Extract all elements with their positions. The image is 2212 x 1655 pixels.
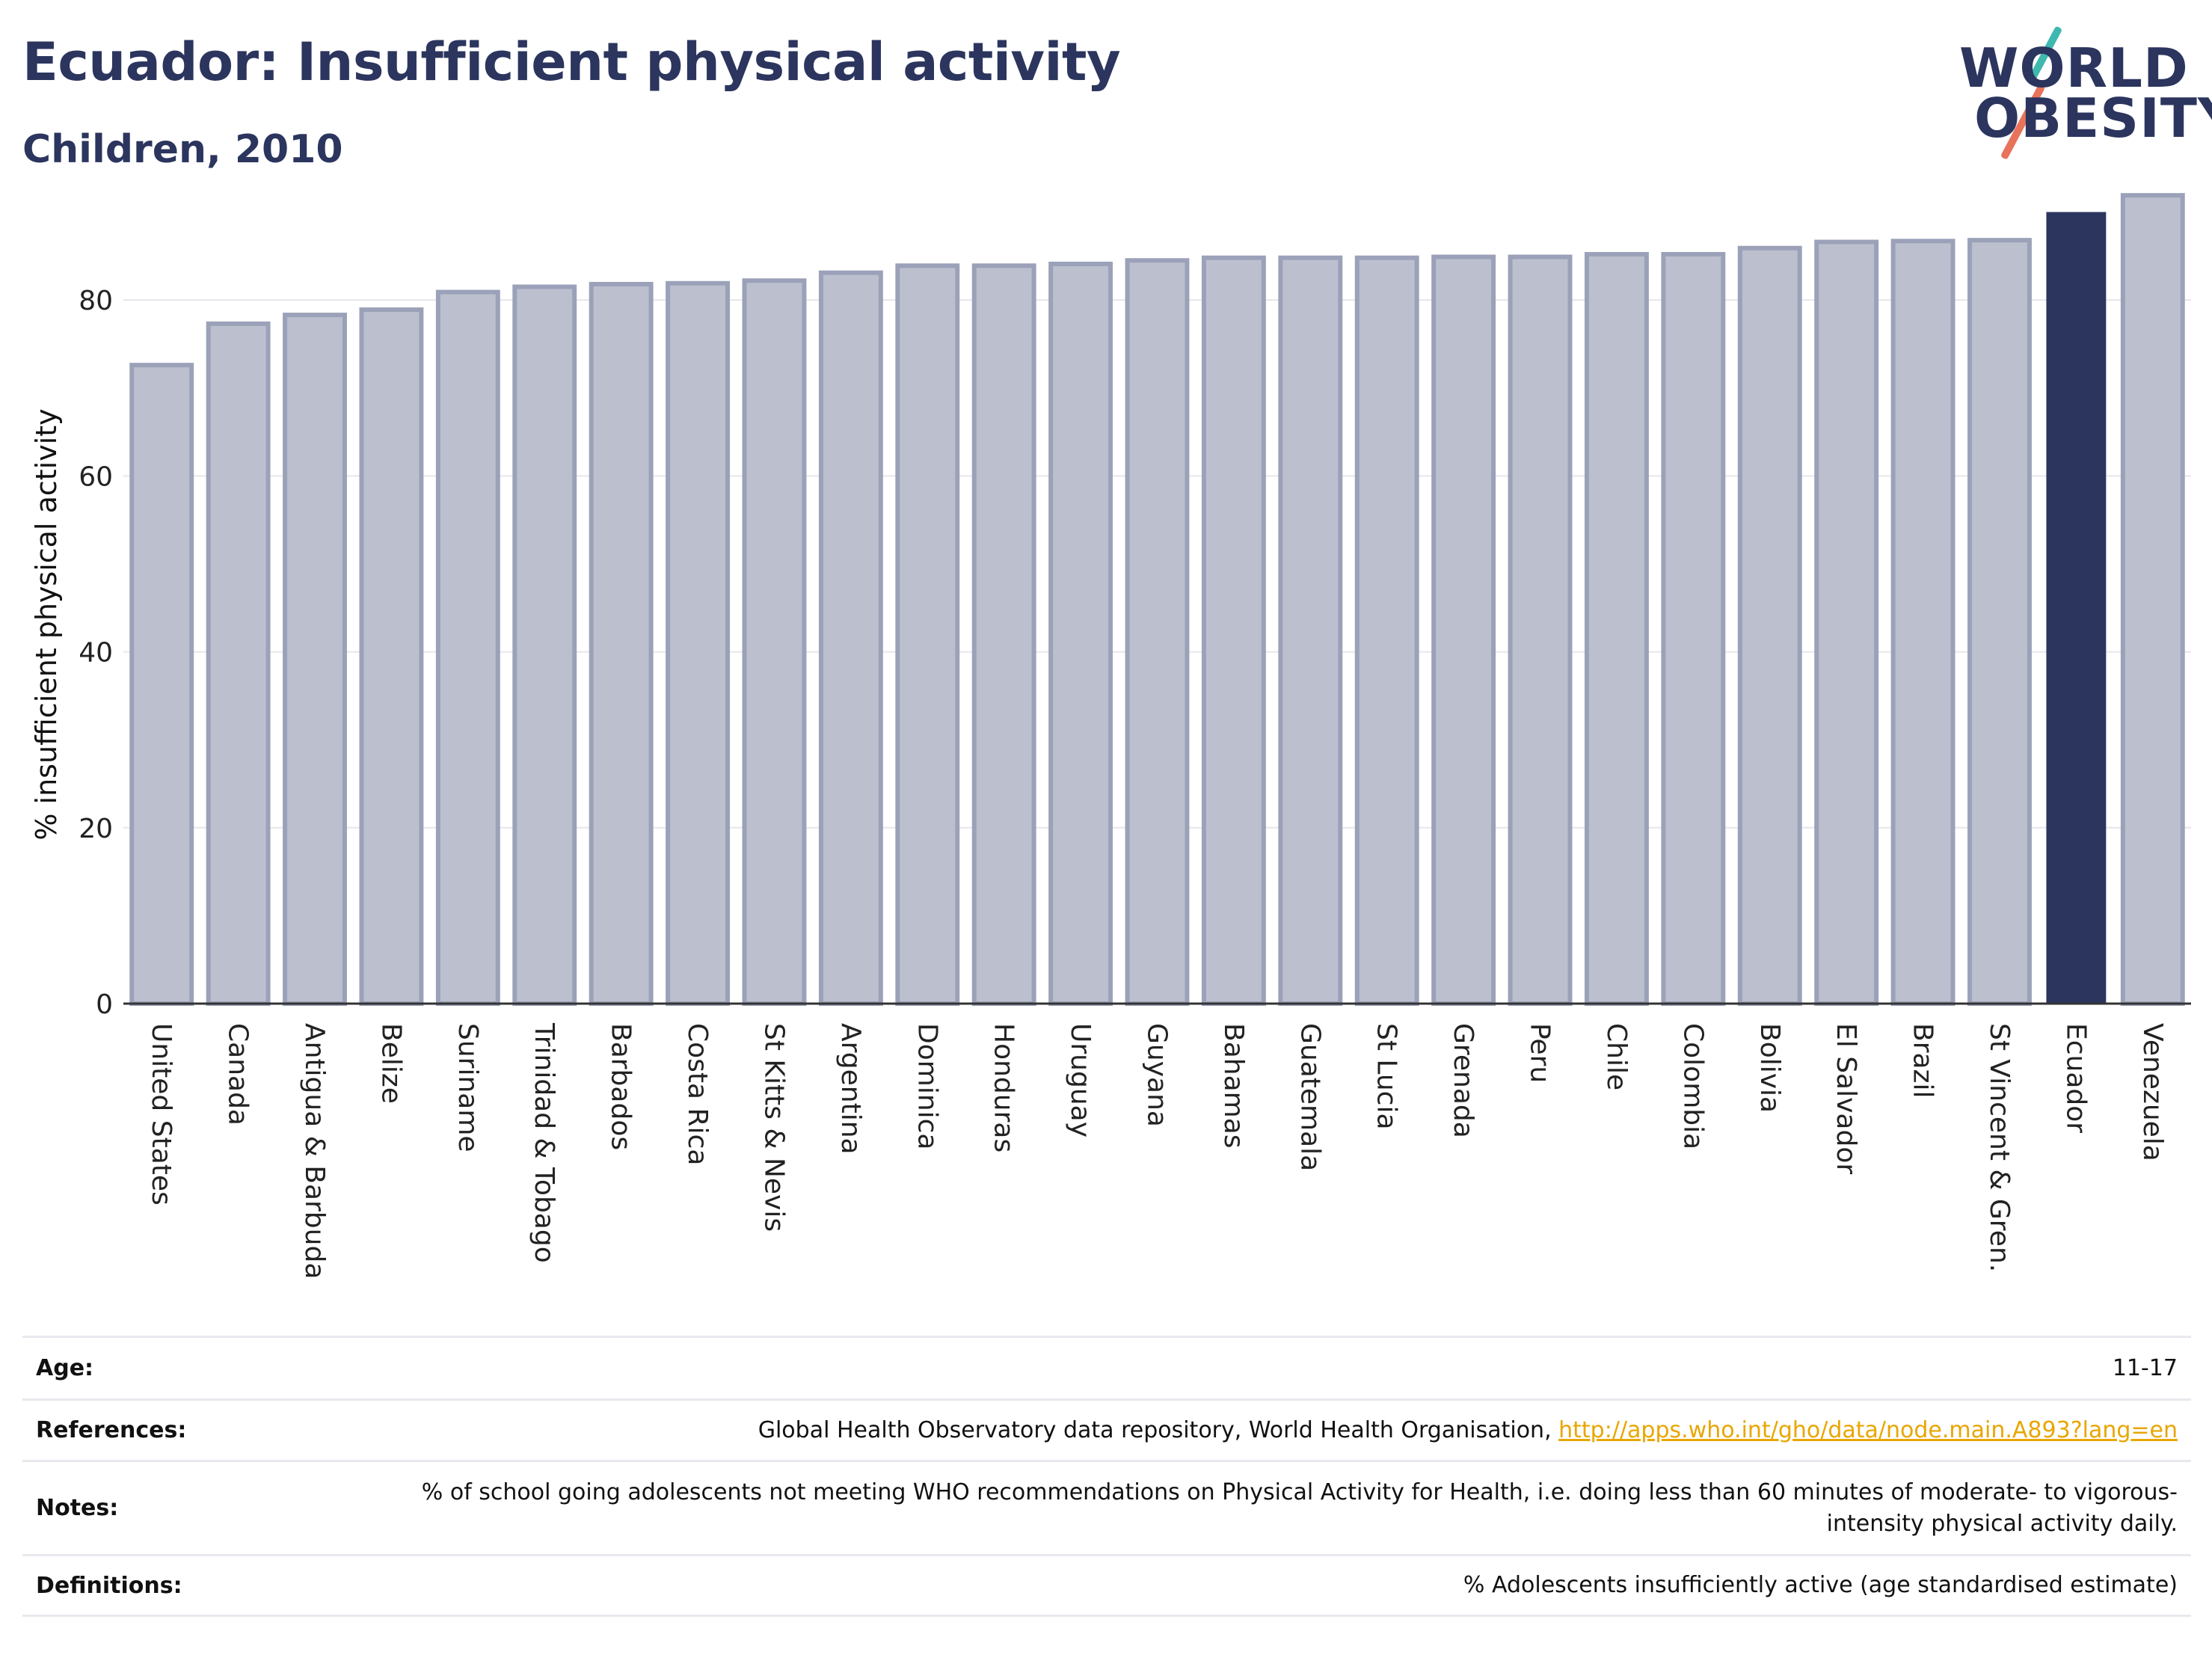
x-tick-label: Ecuador (2060, 1023, 2091, 1133)
x-tick-label: Barbados (606, 1023, 636, 1150)
x-tick-label: Argentina (835, 1023, 866, 1155)
meta-references-link[interactable]: http://apps.who.int/gho/data/node.main.A… (1558, 1416, 2178, 1443)
bar-peru (1508, 254, 1573, 1006)
bar-suriname (435, 289, 500, 1006)
x-tick-label: Dominica (912, 1023, 942, 1150)
x-tick-label: United States (146, 1023, 176, 1206)
bar-costa-rica (666, 280, 730, 1006)
meta-definitions-value: % Adolescents insufficiently active (age… (1463, 1572, 2178, 1598)
bar-bolivia (1737, 245, 1802, 1006)
page-subtitle: Children, 2010 (22, 127, 343, 172)
meta-row-age: Age: 11-17 (22, 1336, 2191, 1398)
meta-row-notes: Notes: % of school going adolescents not… (22, 1460, 2191, 1554)
x-tick-label: Peru (1525, 1023, 1555, 1083)
metadata-table: Age: 11-17 References: Global Health Obs… (22, 1336, 2191, 1617)
meta-age-label: Age: (36, 1355, 94, 1381)
y-tick-label: 40 (79, 638, 113, 669)
bar-honduras (971, 263, 1036, 1006)
y-tick-labels: 0 20 40 60 80 (79, 286, 113, 1020)
bar-st-vincent-gren- (1967, 238, 2032, 1007)
bar-guatemala (1278, 255, 1343, 1006)
page-title: Ecuador: Insufficient physical activity (22, 31, 1121, 93)
meta-age-value: 11-17 (2112, 1354, 2178, 1381)
x-tick-label: St Lucia (1371, 1023, 1402, 1130)
bar-venezuela (2120, 193, 2185, 1006)
bar-antigua-barbuda (283, 313, 347, 1006)
bar-canada (206, 321, 271, 1007)
logo-line-1: WORLD (1959, 37, 2189, 99)
y-tick-label: 20 (79, 814, 113, 844)
bar-chart: 0 20 40 60 80 United States Canada Antigua & B… (30, 193, 2191, 1279)
x-tick-label: Honduras (989, 1023, 1019, 1152)
bar-united-states (129, 363, 194, 1006)
x-tick-label: Venezuela (2137, 1023, 2168, 1161)
bar-el-salvador (1814, 239, 1879, 1007)
meta-references-value: Global Health Observatory data repositor… (758, 1415, 2178, 1446)
x-tick-label: Antigua & Barbuda (299, 1023, 330, 1279)
x-tick-label: Bolivia (1754, 1023, 1785, 1113)
meta-notes-value: % of school going adolescents not meetin… (421, 1479, 2178, 1537)
bar-brazil (1890, 239, 1956, 1007)
logo-line-2: OBESITY (1974, 87, 2212, 150)
meta-definitions-label: Definitions: (36, 1572, 182, 1599)
bar-barbados (589, 281, 654, 1006)
bar-belize (359, 307, 424, 1006)
x-tick-label: Grenada (1448, 1023, 1478, 1138)
meta-notes-label: Notes: (36, 1495, 119, 1521)
x-tick-label: Bahamas (1218, 1023, 1249, 1149)
y-tick-label: 60 (79, 461, 113, 492)
y-tick-label: 0 (96, 989, 113, 1020)
y-axis-label: % insufficient physical activity (30, 408, 63, 840)
world-obesity-logo: WORLD OBESITY (1948, 22, 2212, 160)
meta-row-definitions: Definitions: % Adolescents insufficientl… (22, 1554, 2191, 1617)
x-tick-label: Brazil (1908, 1023, 1938, 1098)
x-tick-label: Costa Rica (682, 1023, 713, 1165)
bar-bahamas (1201, 255, 1266, 1006)
x-tick-label: Suriname (452, 1023, 483, 1152)
bar-grenada (1431, 254, 1496, 1006)
x-tick-label: Chile (1601, 1023, 1632, 1090)
x-tick-label: Canada (223, 1023, 254, 1126)
bar-guyana (1125, 258, 1190, 1006)
bar-colombia (1661, 251, 1726, 1006)
meta-row-references: References: Global Health Observatory da… (22, 1398, 2191, 1460)
bar-st-kitts-nevis (742, 278, 807, 1006)
x-tick-label: El Salvador (1831, 1023, 1861, 1174)
bar-st-lucia (1354, 255, 1419, 1006)
bar-trinidad-tobago (512, 284, 577, 1006)
x-tick-label: St Vincent & Gren. (1984, 1023, 2015, 1272)
meta-references-label: References: (36, 1417, 187, 1443)
y-tick-label: 80 (79, 286, 113, 316)
bars (129, 193, 2185, 1007)
x-tick-label: Guyana (1142, 1023, 1173, 1127)
x-tick-label: Uruguay (1065, 1023, 1096, 1137)
x-tick-label: Trinidad & Tobago (529, 1022, 559, 1263)
x-tick-label: St Kitts & Nevis (758, 1023, 789, 1232)
bar-chile (1585, 251, 1649, 1006)
bar-argentina (818, 270, 883, 1006)
bar-ecuador (2046, 212, 2107, 1004)
x-tick-label: Belize (375, 1023, 406, 1104)
bar-uruguay (1048, 261, 1113, 1006)
meta-references-text: Global Health Observatory data repositor… (758, 1416, 1559, 1443)
x-tick-label: Colombia (1677, 1023, 1708, 1149)
x-tick-labels: United States Canada Antigua & Barbuda Beli… (146, 1022, 2168, 1279)
x-tick-label: Guatemala (1294, 1023, 1325, 1171)
bar-dominica (895, 263, 960, 1006)
